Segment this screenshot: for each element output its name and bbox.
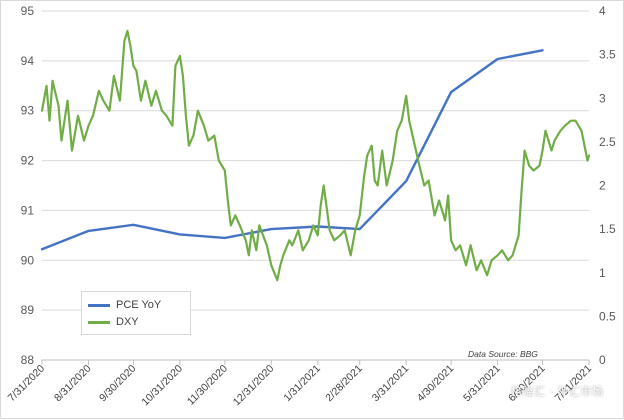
series-layer — [40, 29, 591, 282]
x-tick-label: 5/31/2021 — [461, 363, 503, 405]
x-tick-label: 10/31/2020 — [139, 363, 185, 409]
right-tick-label: 1.5 — [599, 222, 616, 236]
series-line-pce-yoy — [40, 49, 544, 251]
x-tick-label: 2/28/2021 — [323, 363, 365, 405]
left-tick-label: 94 — [21, 54, 35, 68]
legend-swatch-pce — [88, 303, 110, 307]
x-tick-label: 7/31/2020 — [6, 363, 48, 405]
series-line-dxy — [40, 29, 591, 282]
legend-label-dxy: DXY — [116, 316, 139, 328]
left-axis-ticks: 88 89 90 91 92 93 94 95 — [21, 4, 35, 367]
legend-label-pce: PCE YoY — [116, 299, 162, 311]
x-tick-label: 12/31/2020 — [231, 363, 277, 409]
right-tick-label: 3 — [599, 91, 606, 105]
right-tick-label: 2.5 — [599, 135, 616, 149]
x-tick-label: 4/30/2021 — [415, 363, 457, 405]
right-tick-label: 0.5 — [599, 309, 616, 323]
left-tick-label: 88 — [21, 353, 35, 367]
left-tick-label: 93 — [21, 104, 35, 118]
x-tick-label: 8/31/2020 — [52, 363, 94, 405]
watermark: 格隆汇 · 外汇市场 — [511, 385, 604, 398]
left-tick-label: 92 — [21, 154, 35, 168]
x-tick-label: 1/31/2021 — [281, 363, 323, 405]
legend-item-dxy: DXY — [88, 315, 139, 329]
right-tick-label: 2 — [599, 179, 606, 193]
legend-item-pce: PCE YoY — [88, 298, 161, 312]
right-tick-label: 3.5 — [599, 48, 616, 62]
legend: PCE YoY DXY — [81, 291, 191, 335]
left-tick-label: 91 — [21, 203, 35, 217]
x-tick-label: 9/30/2020 — [97, 363, 139, 405]
right-tick-label: 1 — [599, 266, 606, 280]
left-tick-label: 90 — [21, 253, 35, 267]
x-tick-label: 3/31/2021 — [370, 363, 412, 405]
x-tick-label: 11/30/2020 — [185, 363, 230, 408]
left-tick-label: 89 — [21, 303, 35, 317]
x-axis-ticks: 7/31/2020 8/31/2020 9/30/2020 10/31/2020 11/… — [6, 360, 594, 409]
right-tick-label: 0 — [599, 353, 606, 367]
legend-swatch-dxy — [88, 320, 110, 324]
right-tick-label: 4 — [599, 4, 606, 18]
data-source-annotation: Data Source: BBG — [468, 349, 538, 359]
right-axis-ticks: 0 0.5 1 1.5 2 2.5 3 3.5 4 — [599, 4, 616, 367]
left-tick-label: 95 — [21, 4, 35, 18]
